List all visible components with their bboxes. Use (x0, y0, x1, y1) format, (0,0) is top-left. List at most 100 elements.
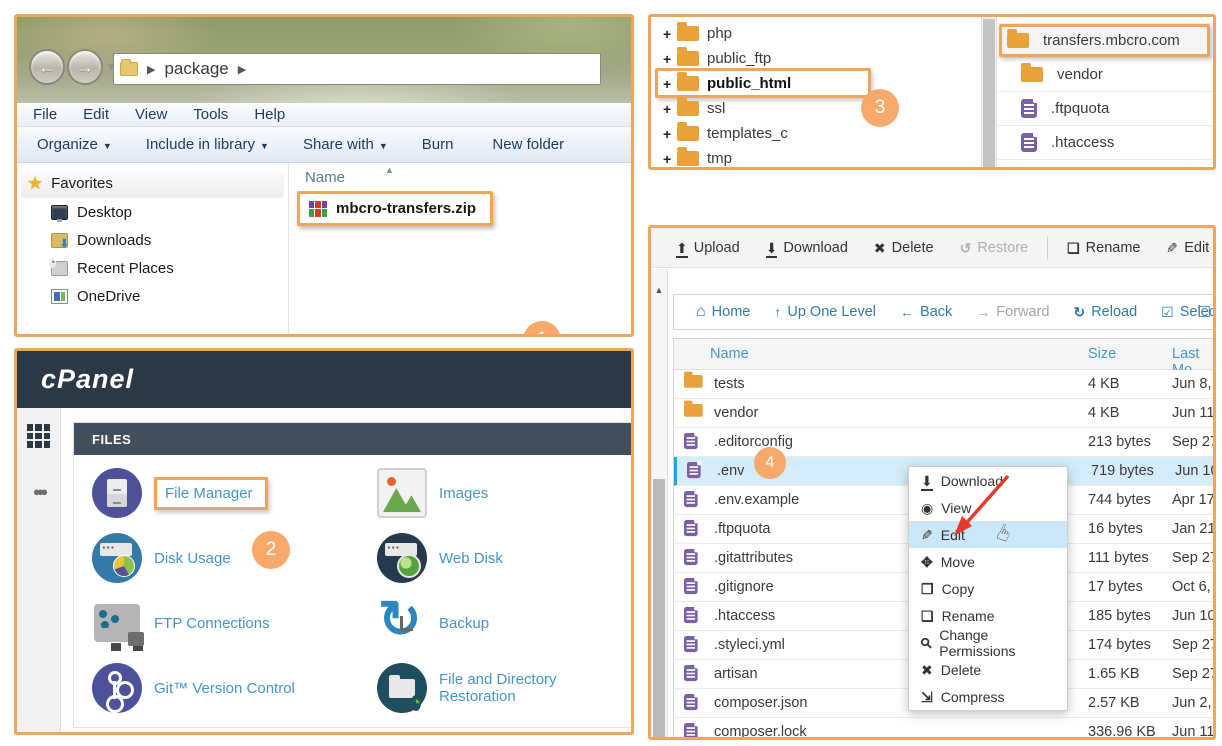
expand-icon[interactable]: + (663, 75, 672, 92)
address-bar[interactable]: ▶ package ▶ (113, 53, 601, 85)
tree-folder-item[interactable]: + tmp (663, 147, 733, 167)
menu-item[interactable]: Tools (193, 106, 229, 123)
tree-scrollbar[interactable] (981, 17, 997, 167)
forward-button[interactable]: → (67, 49, 103, 85)
sidebar-item-favorites[interactable]: ★ Favorites (21, 169, 284, 198)
feature-label[interactable]: Disk Usage (154, 549, 231, 567)
context-menu-item[interactable]: Change Permissions (909, 627, 1067, 659)
fm-nav-button[interactable]: Forward (966, 304, 1059, 320)
fm-toolbar-button[interactable]: Delete (861, 236, 947, 260)
breadcrumb-arrow-icon[interactable]: ▶ (237, 63, 247, 76)
toolbar-item[interactable]: Include in library ▼ (145, 136, 269, 153)
tree-file-row[interactable]: .ftpquota (997, 92, 1213, 126)
fm-nav-button[interactable]: Back (890, 304, 962, 320)
tree-folder-item[interactable]: + public_ftp (663, 47, 772, 67)
feature-icon (377, 468, 427, 518)
scrollbar-thumb[interactable] (653, 479, 665, 737)
context-menu-item[interactable]: Download (909, 467, 1067, 494)
menu-item[interactable]: View (135, 106, 168, 123)
fm-left-scrollbar[interactable]: ▲ (651, 269, 668, 737)
table-row[interactable]: composer.json 2.57 KB Jun 2, 2 (674, 689, 1213, 718)
tree-folder-item[interactable]: + public_html (655, 68, 981, 98)
column-name[interactable]: Name (710, 346, 749, 362)
expand-icon[interactable]: + (663, 25, 672, 42)
fm-nav-button[interactable]: Reload (1063, 304, 1147, 320)
menu-item[interactable]: Edit (83, 106, 110, 123)
cpanel-feature-item[interactable]: Backup (377, 590, 631, 650)
expand-icon[interactable]: + (663, 125, 672, 142)
feature-label[interactable]: FTP Connections (154, 614, 270, 632)
sort-ascending-icon[interactable]: ▲ (385, 165, 394, 175)
explorer-titlebar: ← → ▼ ▶ package ▶ (17, 17, 631, 103)
fm-toolbar-button[interactable]: Download (753, 236, 861, 260)
history-dropdown-icon[interactable]: ▼ (106, 61, 116, 73)
context-menu-item[interactable]: Compress (909, 683, 1067, 710)
feature-label[interactable]: Backup (439, 614, 490, 632)
tree-folder-item[interactable]: + php (663, 22, 733, 42)
cpanel-feature-item[interactable]: Images (377, 467, 631, 519)
sidebar-item[interactable]: Recent Places (17, 254, 288, 282)
apps-grid-icon[interactable] (26, 424, 51, 448)
zip-file-callout[interactable]: mbcro-transfers.zip (297, 191, 494, 226)
name-column-header[interactable]: Name (305, 169, 346, 186)
table-header: Name Size Last Mo (674, 339, 1213, 378)
users-icon[interactable]: ●●● (32, 484, 48, 499)
toolbar-item[interactable]: Organize ▼ (37, 136, 112, 153)
unselect-all-checkbox-icon[interactable]: ☐ (1197, 304, 1211, 321)
fm-nav-button[interactable]: Home (686, 304, 760, 320)
expand-icon[interactable]: + (663, 150, 672, 167)
feature-label[interactable]: File Manager (154, 476, 268, 510)
cpanel-feature-item[interactable]: Disk Usage (92, 532, 377, 584)
context-menu-item[interactable]: Copy (909, 575, 1067, 602)
table-row[interactable]: .editorconfig 213 bytes Sep 27, (674, 428, 1213, 457)
column-size[interactable]: Size (1088, 346, 1117, 362)
context-menu-item[interactable]: Edit (909, 521, 1067, 548)
tree-folder-item[interactable]: + templates_c (663, 122, 788, 142)
feature-label[interactable]: Git™ Version Control (154, 679, 295, 697)
cpanel-feature-item[interactable]: Web Disk (377, 532, 631, 584)
context-menu-item[interactable]: View (909, 494, 1067, 521)
tree-file-row[interactable]: transfers.mbcro.com (997, 24, 1213, 58)
table-row[interactable]: tests 4 KB Jun 8, 2 (674, 370, 1213, 399)
sidebar-item[interactable]: Desktop (17, 198, 288, 226)
fm-nav-button[interactable]: Select All (1151, 304, 1213, 320)
feature-label[interactable]: Images (439, 484, 489, 502)
toolbar-item[interactable]: New folder (492, 136, 565, 153)
toolbar-item[interactable]: Burn (421, 136, 454, 153)
tree-file-row[interactable]: vendor (997, 58, 1213, 92)
fm-toolbar-button[interactable]: Edit (1153, 236, 1213, 260)
fm-toolbar-button[interactable]: Rename (1047, 235, 1153, 260)
context-menu-item[interactable]: Rename (909, 602, 1067, 629)
expand-icon[interactable]: + (663, 50, 672, 67)
cpanel-logo[interactable]: cPanel (41, 364, 135, 394)
menu-item[interactable]: File (33, 106, 58, 123)
toolbar-item[interactable]: Share with ▼ (302, 136, 388, 153)
clipped-row (997, 17, 1213, 24)
table-row[interactable]: composer.lock 336.96 KB Jun 11, (674, 718, 1213, 737)
tree-folder-item[interactable]: + ssl (663, 97, 726, 117)
tree-file-row[interactable]: .htaccess (997, 126, 1213, 160)
fm-nav-button[interactable]: Up One Level (764, 304, 886, 320)
expand-icon[interactable]: + (663, 100, 672, 117)
cpanel-feature-item[interactable]: Git™ Version Control (92, 662, 377, 714)
context-menu-item[interactable]: Delete (909, 656, 1067, 683)
sidebar-item[interactable]: OneDrive (17, 282, 288, 310)
cpanel-feature-item[interactable]: File and Directory Restoration (377, 662, 631, 714)
feature-label[interactable]: File and Directory Restoration (439, 671, 557, 705)
context-menu-item[interactable]: Move (909, 548, 1067, 575)
feature-label[interactable]: Web Disk (439, 549, 503, 567)
fm-toolbar-button[interactable]: Restore (947, 236, 1042, 260)
back-button[interactable]: ← (29, 49, 65, 85)
cpanel-feature-item[interactable]: FTP Connections (92, 597, 377, 649)
fm-toolbar-button[interactable]: Upload (663, 236, 753, 260)
table-row[interactable]: vendor 4 KB Jun 11, (674, 399, 1213, 428)
scrollbar-thumb[interactable] (983, 19, 995, 167)
scroll-up-icon[interactable]: ▲ (654, 285, 664, 295)
breadcrumb-arrow-icon[interactable]: ▶ (147, 63, 156, 76)
breadcrumb[interactable]: package (164, 59, 229, 78)
sidebar-item[interactable]: Downloads (17, 226, 288, 254)
file-date: Jun 2, 2 (1172, 695, 1213, 711)
cpanel-feature-item[interactable]: File Manager (92, 467, 377, 519)
step-badge-2: 2 (252, 531, 290, 569)
menu-item[interactable]: Help (254, 106, 286, 123)
